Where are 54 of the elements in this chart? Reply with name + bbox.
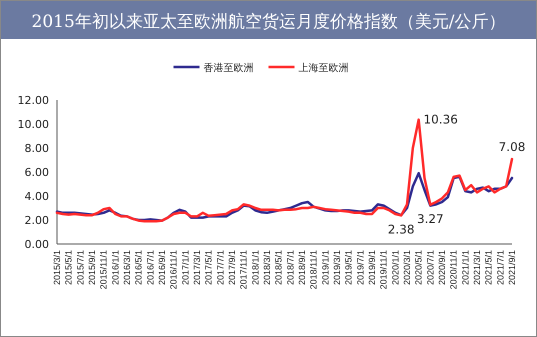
x-tick-label: 2016/1/1 [110, 250, 120, 286]
x-tick-label: 2015/5/1 [64, 250, 74, 286]
x-tick-label: 2015/3/1 [52, 250, 62, 286]
x-tick-label: 2019/9/1 [367, 250, 377, 286]
x-tick-label: 2015/7/1 [75, 250, 86, 286]
data-label: 3.27 [416, 212, 444, 226]
chart-title: 2015年初以来亚太至欧洲航空货运月度价格指数（美元/公斤） [32, 12, 506, 32]
x-tick-label: 2017/9/1 [227, 250, 237, 286]
x-tick-label: 2015/11/1 [98, 250, 109, 290]
x-tick-label: 2017/3/1 [192, 250, 202, 286]
x-tick-label: 2020/7/1 [425, 250, 436, 286]
x-tick-label: 2016/9/1 [157, 250, 167, 286]
x-tick-label: 2016/11/1 [168, 250, 179, 290]
x-tick-label: 2020/9/1 [437, 250, 447, 286]
x-tick-label: 2018/5/1 [274, 250, 284, 286]
x-tick-label: 2017/11/1 [238, 250, 249, 290]
y-tick-label: 0.00 [24, 238, 49, 251]
x-tick-label: 2019/11/1 [378, 250, 389, 290]
data-label: 7.08 [498, 140, 526, 154]
x-tick-label: 2021/7/1 [495, 250, 506, 286]
x-tick-label: 2017/5/1 [204, 250, 214, 286]
y-tick-label: 10.00 [18, 118, 49, 131]
legend-label: 香港至欧洲 [204, 62, 254, 74]
x-tick-label: 2019/3/1 [332, 250, 342, 286]
x-tick-label: 2016/5/1 [134, 250, 144, 286]
data-label: 10.36 [423, 112, 458, 127]
x-tick-label: 2018/3/1 [262, 250, 272, 286]
legend-label: 上海至欧洲 [298, 62, 348, 74]
x-tick-label: 2018/9/1 [297, 250, 307, 286]
x-tick-label: 2020/11/1 [448, 250, 459, 290]
x-tick-label: 2020/1/1 [390, 250, 400, 286]
y-tick-label: 4.00 [24, 190, 49, 203]
x-tick-label: 2019/1/1 [320, 250, 330, 286]
x-tick-label: 2020/5/1 [414, 250, 424, 286]
x-tick-label: 2021/9/1 [507, 250, 517, 286]
x-tick-label: 2018/7/1 [285, 250, 296, 286]
y-tick-label: 12.00 [18, 94, 49, 107]
data-label: 2.38 [388, 222, 415, 236]
x-tick-label: 2016/7/1 [145, 250, 156, 286]
x-tick-label: 2019/7/1 [355, 250, 366, 286]
y-tick-label: 6.00 [24, 166, 49, 179]
x-tick-label: 2017/1/1 [180, 250, 190, 286]
x-tick-label: 2015/9/1 [87, 250, 97, 286]
x-tick-label: 2020/3/1 [402, 250, 412, 286]
x-tick-label: 2021/3/1 [472, 250, 482, 286]
x-tick-label: 2021/5/1 [484, 250, 494, 286]
x-tick-label: 2016/3/1 [122, 250, 132, 286]
y-tick-label: 2.00 [24, 214, 49, 227]
x-tick-label: 2017/7/1 [215, 250, 226, 286]
y-tick-label: 8.00 [24, 142, 49, 155]
x-tick-label: 2018/11/1 [308, 250, 319, 290]
x-tick-label: 2019/5/1 [344, 250, 354, 286]
x-tick-label: 2021/1/1 [460, 250, 470, 286]
x-tick-label: 2018/1/1 [250, 250, 260, 286]
